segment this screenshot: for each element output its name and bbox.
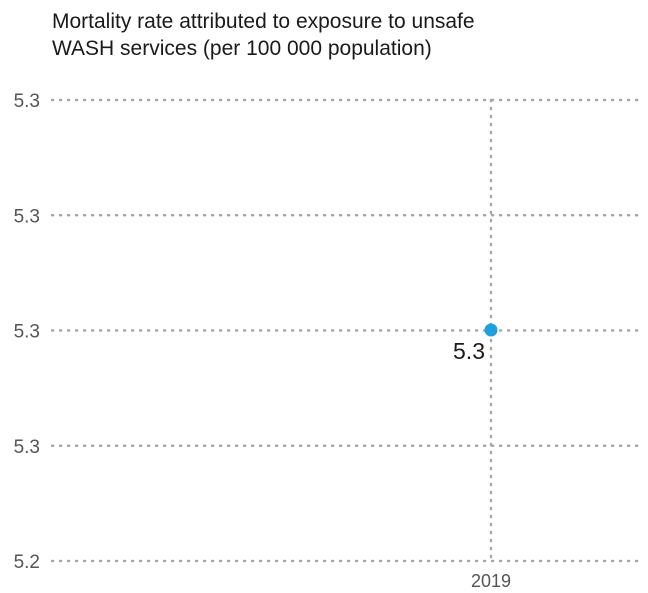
data-label: 5.3 <box>453 338 485 364</box>
data-point <box>484 323 498 337</box>
chart-title-line-2: WASH services (per 100 000 population) <box>52 37 432 60</box>
data-labels: 5.3 <box>453 338 485 364</box>
y-tick-label: 5.3 <box>14 206 40 227</box>
x-tick-label: 2019 <box>471 571 511 591</box>
y-tick-label: 5.3 <box>14 91 40 112</box>
y-tick-label: 5.3 <box>14 322 40 343</box>
x-axis-ticks: 2019 <box>471 571 511 591</box>
chart-title-line-1: Mortality rate attributed to exposure to… <box>52 10 475 33</box>
chart-title: Mortality rate attributed to exposure to… <box>52 8 612 62</box>
gridlines <box>50 98 644 563</box>
y-tick-label: 5.3 <box>14 437 40 458</box>
y-axis-ticks: 5.3 5.3 5.3 5.3 5.2 <box>14 91 40 573</box>
data-points <box>484 323 498 337</box>
y-tick-label: 5.2 <box>14 552 40 573</box>
